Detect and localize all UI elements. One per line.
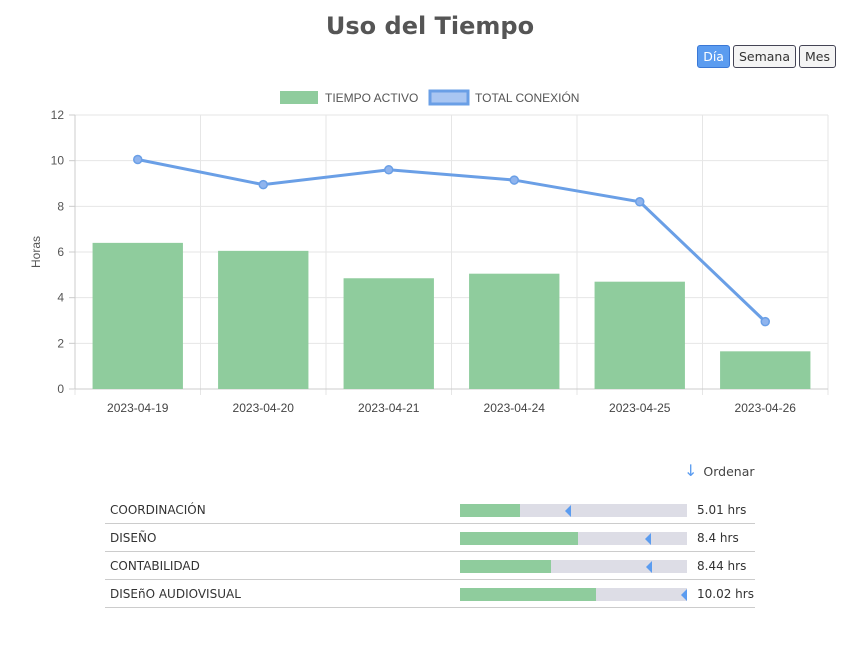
list-item[interactable]: COORDINACIÓN 5.01 hrs xyxy=(105,496,755,524)
y-tick-label: 8 xyxy=(57,199,64,213)
line-point xyxy=(635,197,645,207)
y-tick-label: 6 xyxy=(57,245,64,259)
bar xyxy=(343,278,434,389)
active-time-fill xyxy=(460,588,597,601)
active-time-fill xyxy=(460,532,579,545)
legend-swatch-bar xyxy=(280,91,318,104)
sort-label: Ordenar xyxy=(703,463,755,479)
tab-week[interactable]: Semana xyxy=(732,45,796,68)
hours-value: 8.4 hrs xyxy=(697,531,739,545)
series-line xyxy=(137,158,767,323)
category-name: DISEñO AUDIOVISUAL xyxy=(110,587,241,601)
down-arrow-icon: ↓ xyxy=(684,461,698,480)
y-tick-label: 2 xyxy=(57,336,64,350)
line-point xyxy=(760,316,770,327)
x-tick-label: 2023-04-25 xyxy=(609,401,671,415)
tab-day[interactable]: Día xyxy=(697,45,730,68)
active-time-fill xyxy=(460,560,551,573)
bar xyxy=(92,242,183,389)
y-axis-label: Horas xyxy=(29,236,43,268)
y-tick-label: 0 xyxy=(57,382,64,396)
bar xyxy=(218,250,309,389)
tab-month[interactable]: Mes xyxy=(799,45,836,68)
list-item[interactable]: CONTABILIDAD 8.44 hrs xyxy=(105,552,755,580)
y-tick-label: 12 xyxy=(51,108,65,122)
connection-marker-icon xyxy=(645,561,652,573)
list-item[interactable]: DISEñO AUDIOVISUAL 10.02 hrs xyxy=(105,580,755,608)
category-list: COORDINACIÓN 5.01 hrs DISEÑO 8.4 hrs CON… xyxy=(105,496,755,608)
line-point xyxy=(258,179,268,190)
active-time-fill xyxy=(460,504,521,517)
line-point xyxy=(133,154,143,165)
line-point xyxy=(384,165,394,175)
progress-track xyxy=(460,504,687,517)
connection-marker-icon xyxy=(644,533,651,545)
time-usage-chart: 0 2 4 6 8 10 12 Horas 2023-04-19 2023-04-20 2023-0… xyxy=(29,89,829,415)
y-tick-label: 4 xyxy=(57,291,64,305)
category-name: CONTABILIDAD xyxy=(110,559,200,573)
legend-label: TIEMPO ACTIVO xyxy=(325,91,418,105)
bar xyxy=(720,351,811,389)
bar xyxy=(594,281,685,389)
x-tick-label: 2023-04-20 xyxy=(233,401,295,415)
y-tick-label: 10 xyxy=(51,154,65,168)
legend-label: TOTAL CONEXIÓN xyxy=(475,90,579,105)
period-tabs: Día Semana Mes xyxy=(697,45,836,68)
progress-track xyxy=(460,588,687,601)
x-tick-label: 2023-04-26 xyxy=(735,401,797,415)
x-tick-label: 2023-04-24 xyxy=(484,401,546,415)
category-name: COORDINACIÓN xyxy=(110,503,206,517)
progress-track xyxy=(460,532,687,545)
connection-marker-icon xyxy=(565,505,572,517)
category-name: DISEÑO xyxy=(110,531,157,545)
legend-swatch-line xyxy=(428,89,470,106)
x-tick-label: 2023-04-21 xyxy=(358,401,420,415)
page-title: Uso del Tiempo xyxy=(325,12,535,40)
sort-button[interactable]: ↓ Ordenar xyxy=(684,463,755,479)
hours-value: 10.02 hrs xyxy=(697,587,754,601)
hours-value: 8.44 hrs xyxy=(697,559,747,573)
line-point xyxy=(509,175,519,185)
connection-marker-icon xyxy=(681,589,687,601)
hours-value: 5.01 hrs xyxy=(697,503,747,517)
progress-track xyxy=(460,560,687,573)
x-tick-label: 2023-04-19 xyxy=(107,401,169,415)
list-item[interactable]: DISEÑO 8.4 hrs xyxy=(105,524,755,552)
bar xyxy=(469,273,560,389)
